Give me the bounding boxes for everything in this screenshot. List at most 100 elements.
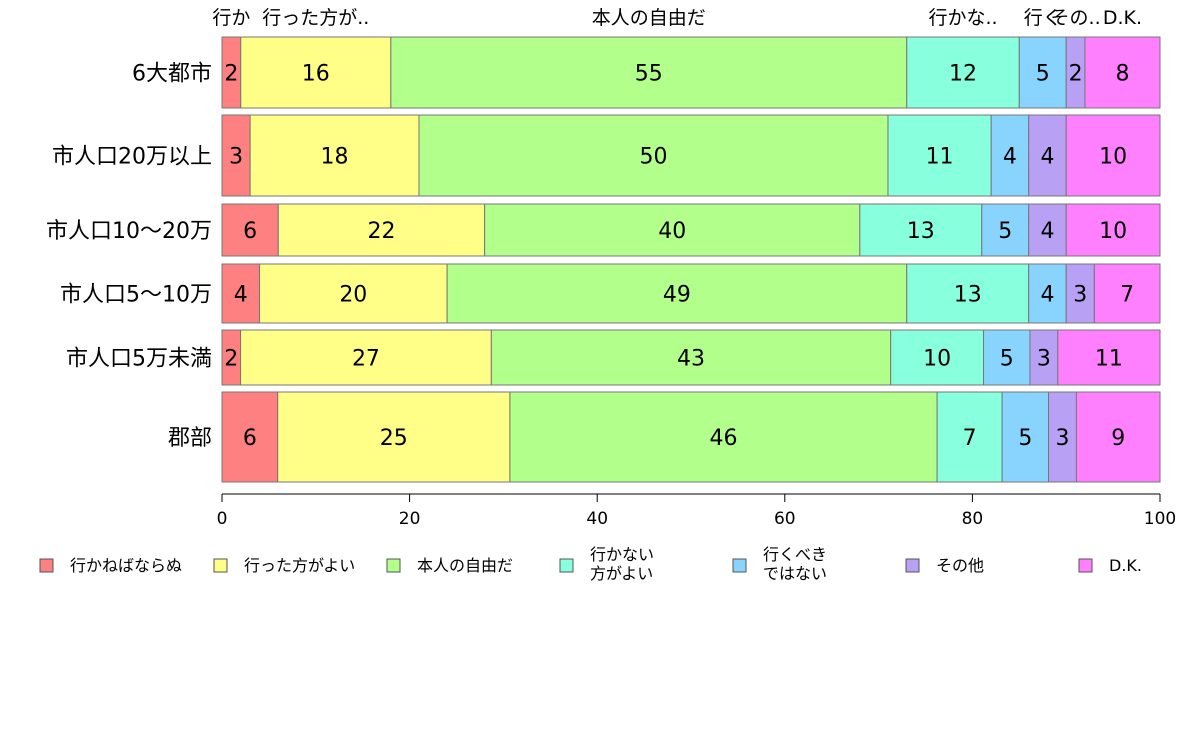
data-label: 4 bbox=[1040, 219, 1054, 244]
x-tick-label: 100 bbox=[1144, 509, 1176, 529]
top-column-label: 行った方が.. bbox=[262, 7, 369, 29]
data-label: 5 bbox=[998, 219, 1012, 244]
legend-swatch bbox=[213, 558, 228, 573]
bar-segment bbox=[221, 114, 251, 197]
legend-item: 本人の自由だ bbox=[386, 556, 513, 575]
data-label: 5 bbox=[1000, 347, 1014, 372]
bar-segment bbox=[277, 203, 486, 257]
data-label: 4 bbox=[1040, 283, 1054, 308]
bar-segment bbox=[259, 263, 448, 324]
data-label: 10 bbox=[1099, 145, 1127, 170]
data-label: 13 bbox=[954, 283, 982, 308]
legend-item: 行かない方がよい bbox=[559, 545, 654, 583]
data-label: 3 bbox=[1073, 283, 1087, 308]
data-label: 4 bbox=[1040, 145, 1054, 170]
legend-label: D.K. bbox=[1109, 556, 1142, 575]
legend-swatch bbox=[559, 558, 574, 573]
category-label: 郡部 bbox=[168, 426, 212, 451]
bar-segment bbox=[221, 391, 279, 483]
legend-swatch bbox=[732, 558, 747, 573]
data-label: 13 bbox=[907, 219, 935, 244]
bar-segment bbox=[1065, 114, 1161, 197]
data-label: 49 bbox=[663, 283, 691, 308]
bar-segment bbox=[1093, 263, 1161, 324]
data-label: 3 bbox=[1037, 347, 1051, 372]
legend-item: 行くべきではない bbox=[732, 545, 827, 583]
x-tick-label: 20 bbox=[399, 509, 421, 529]
top-column-label: その.. bbox=[1051, 7, 1101, 29]
data-label: 9 bbox=[1111, 426, 1125, 451]
data-label: 7 bbox=[963, 426, 977, 451]
bar-segment bbox=[936, 391, 1003, 483]
legend-item: 行かねばならぬ bbox=[39, 556, 182, 575]
bar-segment bbox=[887, 114, 992, 197]
bar-segment bbox=[240, 36, 392, 109]
bar-segment bbox=[490, 329, 892, 386]
bar-segment bbox=[1029, 329, 1059, 386]
bars-group: 2 16 55 12 5 2 83 18 50 11 4 4 106 22 40 13 5 4 104 20 49 13 4… bbox=[221, 36, 1161, 483]
top-column-label: 行か bbox=[212, 7, 250, 29]
bar-segment bbox=[906, 263, 1030, 324]
legend-swatch bbox=[39, 558, 54, 573]
data-label: 10 bbox=[923, 347, 951, 372]
category-label: 市人口20万以上 bbox=[52, 145, 212, 170]
bar-segment bbox=[1057, 329, 1161, 386]
data-label: 5 bbox=[1018, 426, 1032, 451]
data-label: 6 bbox=[243, 426, 257, 451]
bar-segment bbox=[446, 263, 908, 324]
x-tick-label: 80 bbox=[962, 509, 984, 529]
data-label: 43 bbox=[677, 347, 705, 372]
data-label: 10 bbox=[1099, 219, 1127, 244]
x-tick-label: 40 bbox=[586, 509, 608, 529]
data-label: 18 bbox=[321, 145, 349, 170]
data-label: 2 bbox=[224, 347, 238, 372]
data-label: 3 bbox=[229, 145, 243, 170]
bar-segment bbox=[990, 114, 1030, 197]
data-label: 11 bbox=[926, 145, 954, 170]
legend-label: 行かねばならぬ bbox=[70, 556, 182, 575]
data-label: 50 bbox=[639, 145, 667, 170]
category-label: 6大都市 bbox=[132, 62, 212, 87]
bar-segment bbox=[906, 36, 1020, 109]
legend-label: 行った方がよい bbox=[244, 556, 355, 575]
legend-label: 行かない方がよい bbox=[590, 545, 654, 583]
bar-segment bbox=[1065, 203, 1161, 257]
legend-item: その他 bbox=[905, 556, 984, 575]
category-label: 市人口5万未満 bbox=[66, 347, 212, 372]
legend-swatch bbox=[905, 558, 920, 573]
data-label: 20 bbox=[339, 283, 367, 308]
bar-segment bbox=[1048, 391, 1077, 483]
data-label: 25 bbox=[380, 426, 408, 451]
data-label: 46 bbox=[710, 426, 738, 451]
bar-segment bbox=[1075, 391, 1161, 483]
bar-segment bbox=[484, 203, 861, 257]
data-label: 16 bbox=[302, 62, 330, 87]
x-tick-label: 0 bbox=[217, 509, 228, 529]
data-label: 5 bbox=[1036, 62, 1050, 87]
data-label: 12 bbox=[949, 62, 977, 87]
top-column-label: D.K. bbox=[1103, 7, 1142, 29]
data-label: 27 bbox=[352, 347, 380, 372]
legend-swatch bbox=[386, 558, 401, 573]
bar-segment bbox=[859, 203, 983, 257]
data-label: 4 bbox=[1003, 145, 1017, 170]
top-column-label: 本人の自由だ bbox=[592, 7, 706, 29]
data-label: 4 bbox=[234, 283, 248, 308]
x-tick-label: 60 bbox=[774, 509, 796, 529]
x-axis: 0 20 40 60 80 100 bbox=[217, 493, 1176, 529]
bar-segment bbox=[890, 329, 985, 386]
data-label: 3 bbox=[1055, 426, 1069, 451]
legend-item: 行った方がよい bbox=[213, 556, 355, 575]
data-label: 7 bbox=[1120, 283, 1134, 308]
top-column-label: 行かな.. bbox=[928, 7, 997, 29]
legend-swatch bbox=[1078, 558, 1093, 573]
bar-segment bbox=[981, 203, 1030, 257]
bar-segment bbox=[221, 203, 279, 257]
bar-segment bbox=[277, 391, 511, 483]
legend: 行かねばならぬ 行った方がよい 本人の自由だ 行かない方がよい 行くべきではない その他 D… bbox=[39, 545, 1142, 583]
data-label: 11 bbox=[1095, 347, 1123, 372]
data-label: 2 bbox=[1069, 62, 1083, 87]
data-label: 40 bbox=[658, 219, 686, 244]
